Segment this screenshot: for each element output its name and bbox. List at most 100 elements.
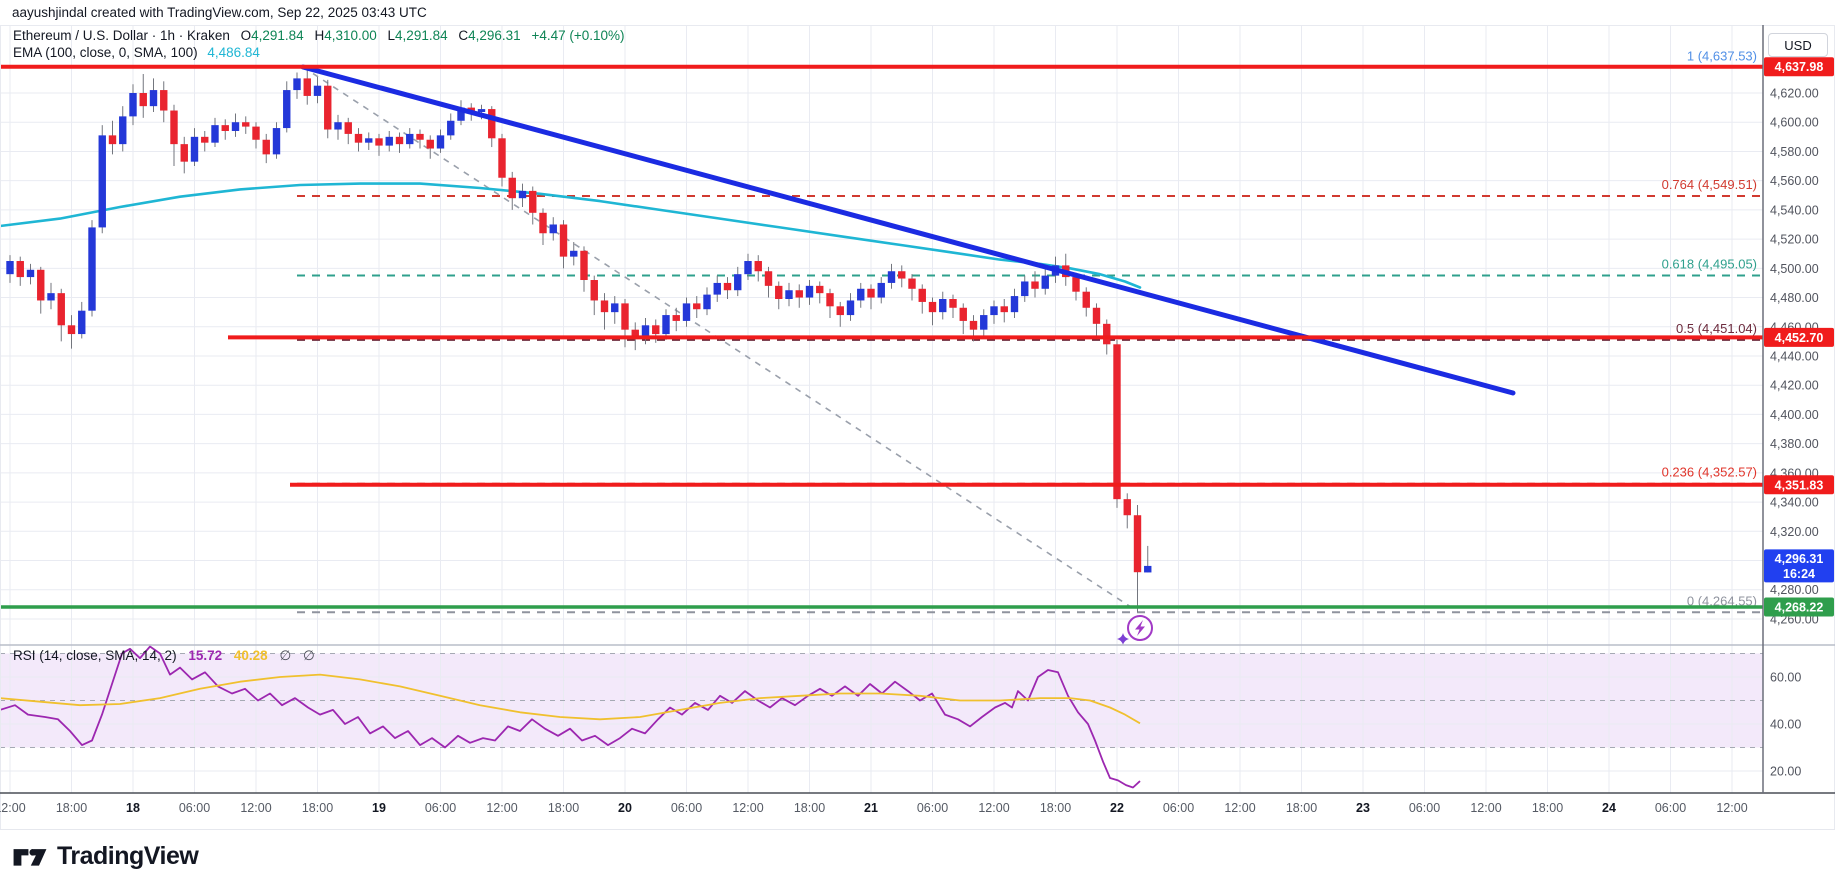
- price-tick-label: 4,340.00: [1770, 496, 1819, 510]
- candle-body: [980, 315, 988, 330]
- candles: [6, 67, 1152, 613]
- ema-indicator-legend[interactable]: EMA (100, close, 0, SMA, 100) 4,486.84: [13, 45, 260, 60]
- candle-body: [672, 315, 680, 321]
- candle-body: [160, 90, 168, 111]
- candle-body: [898, 271, 906, 279]
- candle-body: [795, 290, 803, 298]
- time-tick-label: 12:00: [1716, 801, 1747, 815]
- candle-body: [959, 307, 967, 321]
- price-scale[interactable]: 4,620.00 4,600.00 4,580.00 4,560.00 4,540.00…: [1770, 87, 1819, 627]
- price-tick-label: 4,560.00: [1770, 174, 1819, 188]
- candle-body: [1103, 323, 1111, 345]
- candle-body: [1133, 515, 1142, 573]
- time-tick-label: 19: [372, 801, 386, 815]
- price-badge: [1764, 57, 1834, 77]
- candle-body: [1041, 275, 1049, 289]
- sparkle-icon: [1117, 633, 1129, 645]
- candle-body: [549, 224, 557, 234]
- candle-body: [785, 290, 793, 300]
- candle-body: [641, 325, 650, 339]
- candle-body: [1021, 281, 1029, 297]
- candle-body: [734, 274, 742, 291]
- price-tick-label: 4,600.00: [1770, 116, 1819, 130]
- time-tick-label: 06:00: [671, 801, 702, 815]
- time-scale[interactable]: 12:00 18:00 18 06:00 12:00 18:00 19 06:00 12:00 1…: [0, 801, 1748, 815]
- time-tick-label: 06:00: [1163, 801, 1194, 815]
- tradingview-logo-icon[interactable]: [12, 843, 48, 871]
- time-tick-label: 12:00: [978, 801, 1009, 815]
- tradingview-logo-text[interactable]: TradingView: [57, 842, 199, 870]
- time-tick-label: 18:00: [548, 801, 579, 815]
- svg-text:4,637.98: 4,637.98: [1775, 60, 1824, 74]
- candle-body: [1010, 296, 1019, 313]
- time-tick-label: 18:00: [1286, 801, 1317, 815]
- candle-body: [570, 250, 578, 257]
- candle-body: [108, 135, 117, 145]
- candle-body: [119, 116, 127, 145]
- candle-body: [662, 315, 670, 335]
- fib-level-label: 0.5 (4,451.04): [1676, 321, 1757, 336]
- rsi-band-levels: [0, 653, 1763, 748]
- price-tick-label: 4,320.00: [1770, 525, 1819, 539]
- candle-body: [918, 288, 926, 302]
- candle-body: [385, 136, 393, 146]
- price-badge: [1764, 549, 1834, 583]
- candle-body: [354, 133, 363, 143]
- rsi-scale[interactable]: 60.00 40.00 20.00: [1770, 671, 1801, 779]
- time-tick-label: 06:00: [1655, 801, 1686, 815]
- candle-body: [211, 125, 219, 143]
- candle-body: [590, 280, 598, 301]
- candle-body: [805, 285, 814, 298]
- candle-body: [703, 294, 711, 310]
- candle-body: [693, 303, 701, 310]
- rsi-line: [0, 645, 1141, 789]
- price-tick-label: 4,400.00: [1770, 408, 1819, 422]
- candle-body: [283, 90, 291, 129]
- ohlc-low: L4,291.84: [387, 28, 448, 43]
- candle-body: [139, 93, 147, 107]
- candle-body: [26, 269, 35, 278]
- candle-body: [293, 78, 301, 91]
- footer-bar: TradingView: [0, 830, 1835, 883]
- candle-body: [129, 93, 137, 117]
- price-tick-label: 4,520.00: [1770, 233, 1819, 247]
- candle-body: [67, 325, 76, 335]
- candle-body: [518, 190, 527, 199]
- price-tick-label: 4,480.00: [1770, 291, 1819, 305]
- currency-toggle-button[interactable]: USD: [1768, 33, 1828, 57]
- candle-body: [928, 301, 937, 313]
- fib-level-label: 0.764 (4,549.51): [1662, 177, 1757, 192]
- trendline: [300, 64, 1516, 396]
- candle-body: [272, 128, 281, 155]
- price-tick-label: 4,540.00: [1770, 203, 1819, 217]
- symbol-legend[interactable]: Ethereum / U.S. Dollar · 1h · Kraken O4,…: [13, 28, 625, 43]
- candle-body: [436, 135, 445, 149]
- candle-body: [170, 110, 178, 145]
- candle-body: [231, 122, 240, 131]
- candle-body: [303, 78, 311, 96]
- time-tick-label: 20: [618, 801, 632, 815]
- rsi-value: 15.72: [188, 648, 223, 663]
- price-badge: [1764, 597, 1834, 617]
- fib-level-label: 0.236 (4,352.57): [1662, 465, 1757, 480]
- time-tick-label: 18:00: [794, 801, 825, 815]
- candle-body: [1072, 277, 1080, 292]
- candle-body: [939, 299, 947, 313]
- candle-body: [78, 310, 86, 335]
- rsi-indicator-legend[interactable]: RSI (14, close, SMA, 14, 2) 15.72 40.28 …: [13, 648, 315, 664]
- candle-body: [1082, 291, 1090, 308]
- candle-body: [529, 190, 537, 213]
- candle-body: [457, 107, 465, 121]
- fib-retracement: 1 (4,637.53) 0.764 (4,549.51) 0.618 (4,495…: [297, 48, 1763, 614]
- price-tick-label: 4,380.00: [1770, 437, 1819, 451]
- candle-body: [713, 282, 721, 295]
- grid-lines: [0, 25, 1763, 793]
- candle-body: [365, 138, 373, 143]
- svg-text:4,351.83: 4,351.83: [1775, 478, 1824, 492]
- candle-body: [416, 133, 424, 140]
- candle-body: [877, 282, 885, 298]
- ema-line: [0, 182, 1142, 289]
- price-tick-label: 4,580.00: [1770, 145, 1819, 159]
